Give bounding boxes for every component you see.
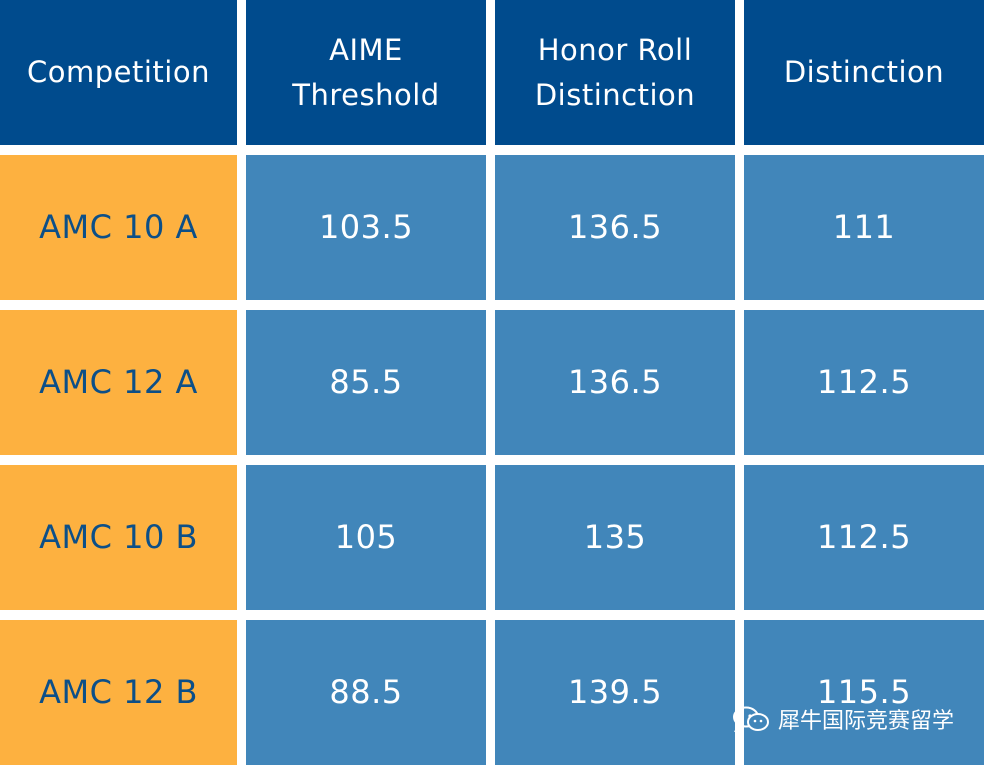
table-cell-honor: 136.5 bbox=[495, 155, 735, 300]
table-cell-honor: 135 bbox=[495, 465, 735, 610]
header-distinction: Distinction bbox=[744, 0, 984, 145]
table-cell-distinction: 112.5 bbox=[744, 310, 984, 455]
watermark: 犀牛国际竞赛留学 bbox=[732, 703, 954, 735]
wechat-icon bbox=[732, 706, 769, 732]
table-cell-honor: 139.5 bbox=[495, 620, 735, 765]
header-aime-threshold: AIME Threshold bbox=[246, 0, 486, 145]
table-row-competition: AMC 12 A bbox=[0, 310, 237, 455]
table-cell-aime: 103.5 bbox=[246, 155, 486, 300]
watermark-text: 犀牛国际竞赛留学 bbox=[777, 709, 954, 734]
table-cell-honor: 136.5 bbox=[495, 310, 735, 455]
header-competition: Competition bbox=[0, 0, 237, 145]
header-honor-roll-distinction: Honor Roll Distinction bbox=[495, 0, 735, 145]
table-cell-distinction: 112.5 bbox=[744, 465, 984, 610]
table-row-competition: AMC 10 B bbox=[0, 465, 237, 610]
table-row-competition: AMC 12 B bbox=[0, 620, 237, 765]
table-row-competition: AMC 10 A bbox=[0, 155, 237, 300]
table-cell-aime: 88.5 bbox=[246, 620, 486, 765]
table-cell-distinction: 115.5 bbox=[744, 620, 984, 765]
table-cell-aime: 85.5 bbox=[246, 310, 486, 455]
table-cell-aime: 105 bbox=[246, 465, 486, 610]
table-cell-distinction: 111 bbox=[744, 155, 984, 300]
